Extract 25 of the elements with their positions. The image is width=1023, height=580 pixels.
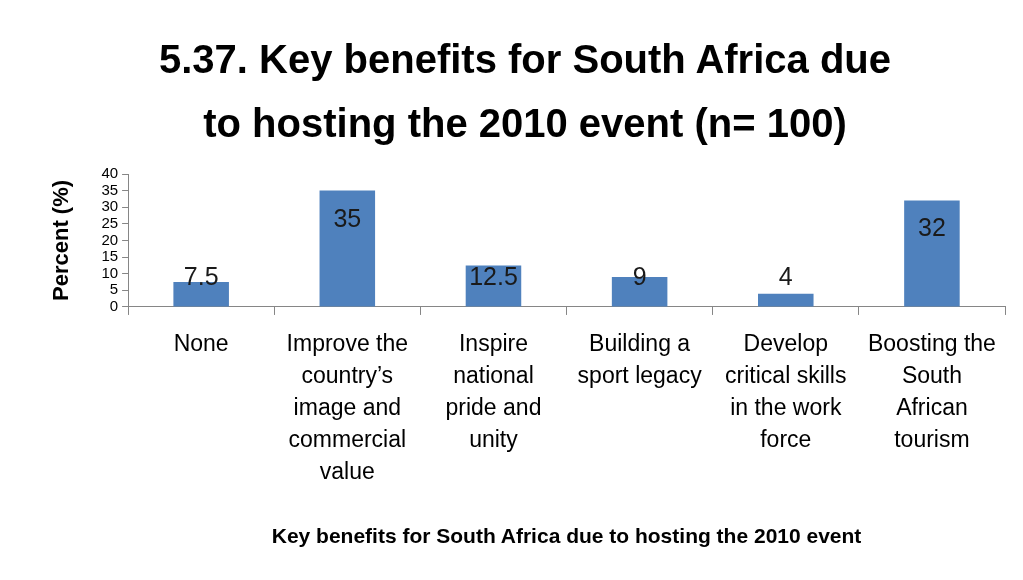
x-tick-label: Building a sport legacy [577, 330, 703, 389]
x-tick-label: Develop critical skills in the work force [725, 330, 847, 453]
y-axis-title: Percent (%) [48, 179, 74, 301]
x-tick-label: None [173, 330, 229, 357]
bar [319, 190, 376, 307]
y-tick-label: 20 [101, 230, 119, 248]
y-tick-label: 40 [101, 164, 119, 182]
y-tick-label: 30 [101, 197, 119, 215]
y-tick-label: 35 [101, 180, 119, 198]
y-tick-label: 15 [101, 247, 119, 265]
data-label: 4 [778, 262, 793, 291]
data-label: 35 [333, 203, 362, 232]
bar [758, 293, 814, 307]
y-tick-label: 25 [101, 214, 119, 231]
y-tick-label: 0 [109, 297, 119, 315]
y-tick-label: 5 [109, 280, 119, 298]
y-tick-label: 10 [101, 263, 119, 281]
x-tick-label: Inspire national pride and unity [445, 330, 542, 453]
data-label: 32 [918, 213, 946, 242]
x-axis-title: Key benefits for South Africa due to hosting the 2010 event [271, 524, 862, 548]
bar [904, 200, 960, 307]
chart-title: 5.37. Key benefits for South Africa due to hosting the 2010 event (n= 100) [158, 37, 892, 146]
x-tick-label: Boosting the South African tourism [867, 330, 996, 453]
data-label: 12.5 [469, 262, 518, 291]
x-tick-label: Improve the country’s image and commercial value [286, 330, 409, 485]
